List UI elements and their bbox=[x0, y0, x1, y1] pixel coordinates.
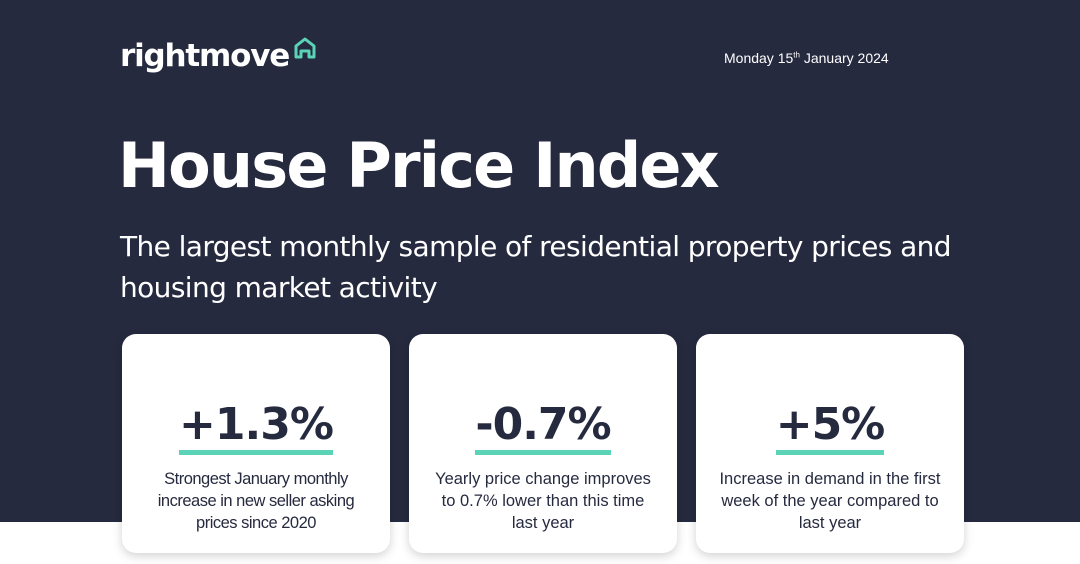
page-subtitle: The largest monthly sample of residentia… bbox=[120, 230, 952, 304]
logo-wordmark: rightmove bbox=[120, 38, 290, 74]
stat-card-monthly: +1.3% Strongest January monthly increase… bbox=[122, 334, 390, 553]
date-day: Monday 15 bbox=[724, 50, 794, 66]
stat-card-yearly: -0.7% Yearly price change improves to 0.… bbox=[409, 334, 677, 553]
stat-description: Yearly price change improves to 0.7% low… bbox=[435, 470, 651, 532]
page-title: House Price Index bbox=[118, 129, 720, 202]
stat-description: Strongest January monthly increase in ne… bbox=[157, 470, 355, 532]
date-month-year: January 2024 bbox=[799, 50, 889, 66]
stat-card-demand: +5% Increase in demand in the first week… bbox=[696, 334, 964, 553]
stat-value: +1.3% bbox=[179, 400, 334, 455]
stat-value: -0.7% bbox=[475, 400, 612, 455]
publish-date: Monday 15th January 2024 bbox=[724, 49, 889, 67]
rightmove-logo[interactable]: rightmove bbox=[120, 36, 318, 76]
stat-value-wrapper: -0.7% bbox=[409, 400, 677, 455]
date-ordinal: th bbox=[793, 50, 800, 60]
stat-value-wrapper: +1.3% bbox=[122, 400, 390, 455]
stat-value-wrapper: +5% bbox=[696, 400, 964, 455]
stat-value: +5% bbox=[775, 400, 885, 455]
stat-description: Increase in demand in the first week of … bbox=[719, 470, 941, 532]
house-outline-icon bbox=[294, 37, 316, 59]
